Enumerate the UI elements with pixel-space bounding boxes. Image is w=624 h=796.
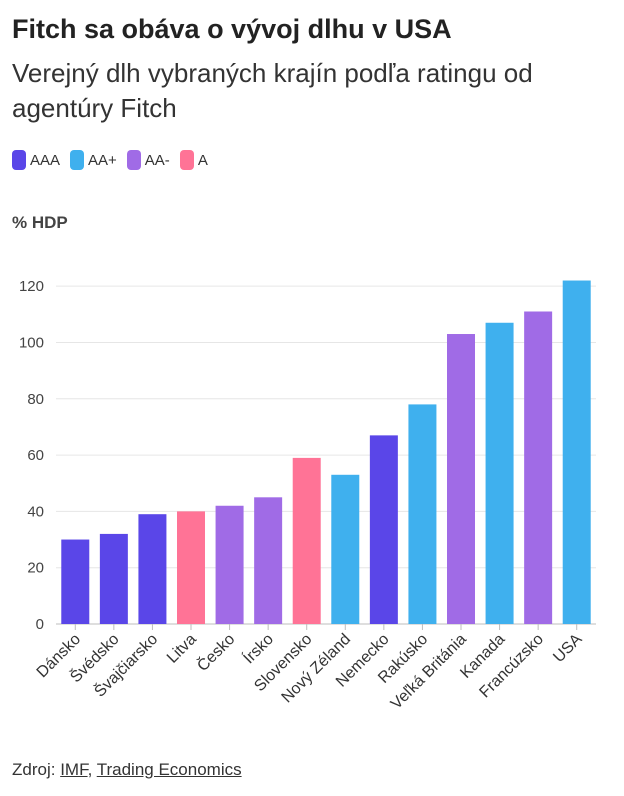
bar (99, 533, 128, 624)
legend-item-aaa: AAA (12, 150, 60, 170)
bar (408, 404, 437, 624)
bar (524, 311, 553, 624)
bar (138, 514, 167, 624)
y-tick-label: 60 (27, 447, 44, 464)
bar (562, 280, 591, 624)
legend-swatch (126, 150, 141, 170)
y-tick-label: 100 (19, 334, 44, 351)
bar (292, 457, 321, 624)
bar (369, 435, 398, 624)
bar (331, 474, 360, 624)
legend-label: AA+ (88, 151, 117, 169)
chart-title: Fitch sa obáva o vývoj dlhu v USA (12, 14, 452, 44)
y-tick-label: 120 (19, 278, 44, 295)
bar (61, 539, 90, 624)
source-separator: , (87, 760, 97, 779)
legend-label: AAA (30, 151, 61, 169)
legend: AAA AA+ AA- A (12, 150, 218, 170)
legend-label: A (197, 151, 208, 169)
legend-swatch (70, 150, 85, 170)
x-tick-label: USA (550, 631, 586, 667)
y-tick-label: 20 (27, 560, 44, 577)
source-prefix: Zdroj: (12, 760, 61, 779)
bar (177, 511, 205, 624)
y-tick-label: 40 (27, 503, 44, 520)
legend-item-a: A (179, 150, 208, 170)
bar (447, 334, 475, 624)
bar (215, 505, 244, 624)
bar (485, 322, 514, 624)
source-line: Zdroj: IMF, Trading Economics (12, 760, 242, 780)
legend-item-aa-minus: AA- (126, 150, 170, 170)
y-tick-label: 0 (36, 616, 44, 633)
source-link-trading-economics[interactable]: Trading Economics (96, 760, 242, 779)
y-tick-label: 80 (27, 391, 44, 408)
bar (254, 497, 283, 624)
legend-swatch (179, 150, 194, 170)
y-axis-unit-label: % HDP (12, 213, 68, 232)
legend-swatch (12, 150, 26, 170)
source-link-imf[interactable]: IMF (60, 760, 88, 779)
x-tick-label: Česko (193, 629, 239, 675)
legend-label: AA- (144, 151, 170, 169)
chart-subtitle: Verejný dlh vybraných krajín podľa ratin… (12, 58, 533, 123)
legend-item-aa-plus: AA+ (70, 150, 117, 170)
